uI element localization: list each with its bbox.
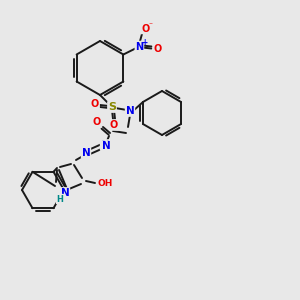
Text: O: O (153, 44, 161, 53)
Text: N: N (61, 188, 69, 198)
Text: N: N (126, 106, 134, 116)
Text: O: O (110, 120, 118, 130)
Text: H: H (57, 194, 63, 203)
Text: N: N (100, 140, 109, 150)
Text: +: + (141, 38, 148, 47)
Text: N: N (102, 141, 110, 151)
Text: S: S (108, 102, 116, 112)
Text: ⁻: ⁻ (148, 20, 152, 29)
Text: O: O (91, 99, 99, 109)
Text: OH: OH (97, 178, 113, 188)
Text: N: N (82, 148, 90, 158)
Text: O: O (141, 23, 149, 34)
Text: N: N (135, 41, 143, 52)
Text: O: O (93, 117, 101, 127)
